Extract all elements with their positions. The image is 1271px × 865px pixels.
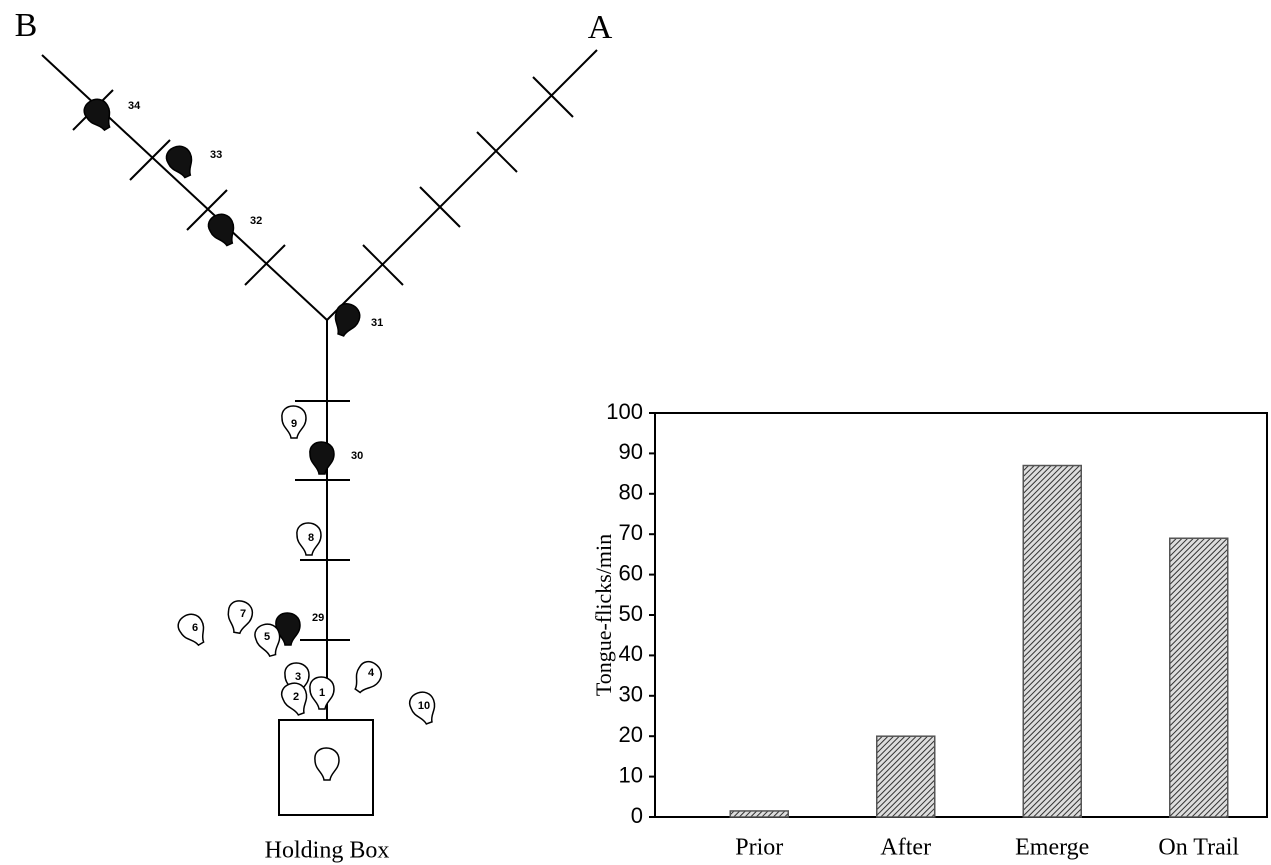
head-number: 2 [293,691,299,703]
head-number: 6 [192,622,198,634]
head-number: 4 [368,667,375,679]
bar [729,810,789,818]
x-tick-label: On Trail [1158,835,1239,861]
bar [1022,464,1082,818]
x-tick-label: Prior [735,835,783,861]
snake-head [354,661,382,694]
snake-head [296,522,322,556]
snake-head [83,98,111,132]
snake-head [408,691,436,725]
y-tick-label: 10 [619,762,643,787]
head-number: 9 [291,418,297,430]
x-tick-label: Emerge [1015,835,1089,861]
head-number: 32 [250,215,262,227]
snake-head [309,441,335,475]
head-number: 31 [371,317,383,329]
branch-tick [244,244,286,286]
snake-head [165,145,193,179]
head-number: 34 [128,100,141,112]
panel-label: A [588,9,613,46]
snake-head [281,405,307,439]
branch-tick [362,244,404,286]
snake-head [227,600,253,635]
branch-tick [186,189,228,231]
y-tick-label: 70 [619,520,643,545]
y-tick-label: 0 [631,803,643,828]
y-tick-label: 20 [619,722,643,747]
y-tick-label: 50 [619,601,643,626]
branch-tick [129,139,171,181]
y-maze [41,49,598,816]
head-number: 3 [295,671,301,683]
head-number: 7 [240,608,246,620]
head-number: 29 [312,612,324,624]
bar [1169,537,1229,818]
y-axis-label: Tongue-flicks/min [591,534,616,696]
head-number: 33 [210,149,222,161]
x-tick-label: After [880,835,931,861]
y-tick-label: 30 [619,682,643,707]
y-tick-label: 90 [619,439,643,464]
y-tick-label: 80 [619,480,643,505]
panel-label: B [15,7,38,44]
y-tick-label: 60 [619,560,643,585]
y-tick-label: 40 [619,641,643,666]
snake-head [334,303,361,337]
branch-tick [532,76,574,118]
snake-head [314,747,340,781]
y-tick-label: 100 [606,399,643,424]
snake-head [177,613,205,647]
head-number: 30 [351,450,363,462]
bar [876,735,936,818]
head-number: 1 [319,687,325,699]
snake-head [309,676,335,710]
head-number: 8 [308,532,314,544]
head-number: 5 [264,631,270,643]
box-label: Holding Box [265,838,390,864]
branch-tick [476,131,518,173]
snake-head [254,623,281,658]
head-number: 10 [418,700,430,712]
branch-tick [419,186,461,228]
snake-head [275,612,301,646]
snake-head [207,213,235,247]
snake-head [280,682,308,716]
